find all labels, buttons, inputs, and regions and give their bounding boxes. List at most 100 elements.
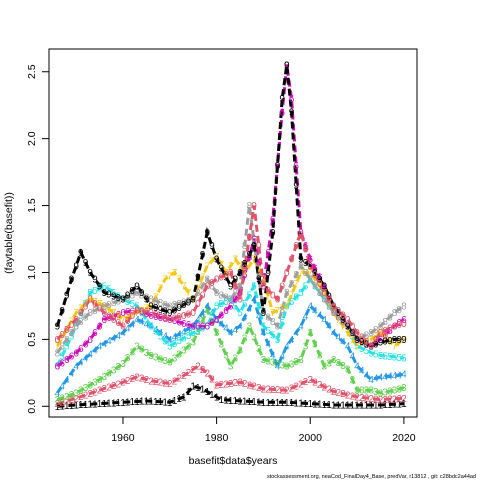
series-9-point: 9 [265, 268, 271, 279]
series-8-point: 8 [368, 328, 374, 339]
series-6-point: 6 [148, 311, 154, 322]
series-0-point: 0 [101, 308, 107, 319]
y-tick-label: 1.0 [26, 265, 38, 280]
series-4-point: 4 [214, 315, 220, 326]
series-2-point: 2 [265, 385, 271, 396]
series-2-point: 2 [64, 396, 70, 407]
series-8-point: 8 [106, 300, 112, 311]
series-5-point: 5 [251, 281, 257, 292]
series-7-point: 7 [251, 255, 257, 266]
series-0-point: 0 [204, 281, 210, 292]
series-6-point: 6 [111, 311, 117, 322]
series-7-point: 7 [144, 304, 150, 315]
series-9-point: 9 [270, 228, 276, 239]
series-2-point: 2 [373, 395, 379, 406]
series-8-point: 8 [303, 268, 309, 279]
series-8-point: 8 [97, 304, 103, 315]
series-1-point: 1 [256, 398, 262, 409]
series-1-point: 1 [303, 399, 309, 410]
series-8-point: 8 [111, 298, 117, 309]
series-0-point: 0 [307, 261, 313, 272]
series-6-point: 6 [322, 281, 328, 292]
series-5-point: 5 [373, 350, 379, 361]
series-9-point: 9 [69, 275, 75, 286]
series-9-point: 9 [195, 272, 201, 283]
series-2-point: 2 [120, 378, 126, 389]
series-6-point: 6 [270, 214, 276, 225]
series-0-point: 0 [382, 326, 388, 337]
series-0-point: 0 [233, 281, 239, 292]
series-0-point: 0 [158, 311, 164, 322]
series-2-point: 2 [162, 378, 168, 389]
series-7-point: 7 [125, 313, 131, 324]
series-7-point: 7 [120, 315, 126, 326]
series-0-point: 0 [270, 290, 276, 301]
series-1-point: 1 [312, 399, 318, 410]
series-1-point: 1 [345, 400, 351, 411]
series-3-point: 3 [92, 378, 98, 389]
series-5-point: 5 [139, 308, 145, 319]
series-3-point: 3 [83, 383, 89, 394]
series-0-point: 0 [256, 241, 262, 252]
series-9-point: 9 [92, 275, 98, 286]
series-5-point: 5 [134, 301, 140, 312]
series-7-point: 7 [55, 342, 61, 353]
series-5-point: 5 [233, 301, 239, 312]
series-9-point: 9 [116, 293, 122, 304]
series-1-point: 1 [322, 400, 328, 411]
series-1-point: 1 [125, 398, 131, 409]
series-6-point: 6 [228, 301, 234, 312]
series-0-point: 0 [364, 337, 370, 348]
series-7-point: 7 [312, 275, 318, 286]
series-2-point: 2 [209, 374, 215, 385]
series-0-point: 0 [209, 278, 215, 289]
series-4-point: 4 [167, 335, 173, 346]
series-7-point: 7 [186, 288, 192, 299]
series-0-point: 0 [279, 281, 285, 292]
series-4-point: 4 [223, 324, 229, 335]
series-9-point: 9 [382, 337, 388, 348]
series-9-point: 9 [331, 301, 337, 312]
series-9-point: 9 [172, 305, 178, 316]
series-6-point: 6 [83, 339, 89, 350]
series-6-point: 6 [172, 316, 178, 327]
series-8-point: 8 [382, 317, 388, 328]
series-7-point: 7 [59, 333, 65, 344]
series-9-point: 9 [350, 328, 356, 339]
series-2-point: 2 [284, 386, 290, 397]
series-0-point: 0 [59, 330, 65, 341]
y-tick-label: 1.5 [26, 198, 38, 213]
series-1-point: 1 [204, 387, 210, 398]
series-6-point: 6 [359, 337, 365, 348]
series-4-point: 4 [97, 342, 103, 353]
series-5-point: 5 [69, 332, 75, 343]
series-5-point: 5 [190, 328, 196, 339]
series-9-point: 9 [55, 322, 61, 333]
series-9-point: 9 [209, 241, 215, 252]
series-7-point: 7 [261, 275, 267, 286]
series-1-point: 1 [275, 398, 281, 409]
series-6-point: 6 [176, 317, 182, 328]
series-3-point: 3 [59, 393, 65, 404]
series-2-point: 2 [204, 368, 210, 379]
series-9-point: 9 [312, 268, 318, 279]
series-8-point: 8 [55, 348, 61, 359]
series-0-point: 0 [303, 245, 309, 256]
series-3-point: 3 [350, 375, 356, 386]
series-7-point: 7 [83, 299, 89, 310]
series-7-point: 7 [354, 342, 360, 353]
series-8-point: 8 [176, 299, 182, 310]
series-4-point: 4 [326, 322, 332, 333]
series-9-point: 9 [223, 272, 229, 283]
series-9-point: 9 [130, 286, 136, 297]
series-6-point: 6 [279, 107, 285, 118]
series-7-point: 7 [322, 288, 328, 299]
series-5-point: 5 [312, 281, 318, 292]
series-5-point: 5 [378, 351, 384, 362]
series-1-point: 1 [219, 395, 225, 406]
series-2-point: 2 [350, 391, 356, 402]
series-5-point: 5 [228, 295, 234, 306]
series-8-point: 8 [139, 290, 145, 301]
series-7-point: 7 [223, 268, 229, 279]
series-0-point: 0 [195, 299, 201, 310]
